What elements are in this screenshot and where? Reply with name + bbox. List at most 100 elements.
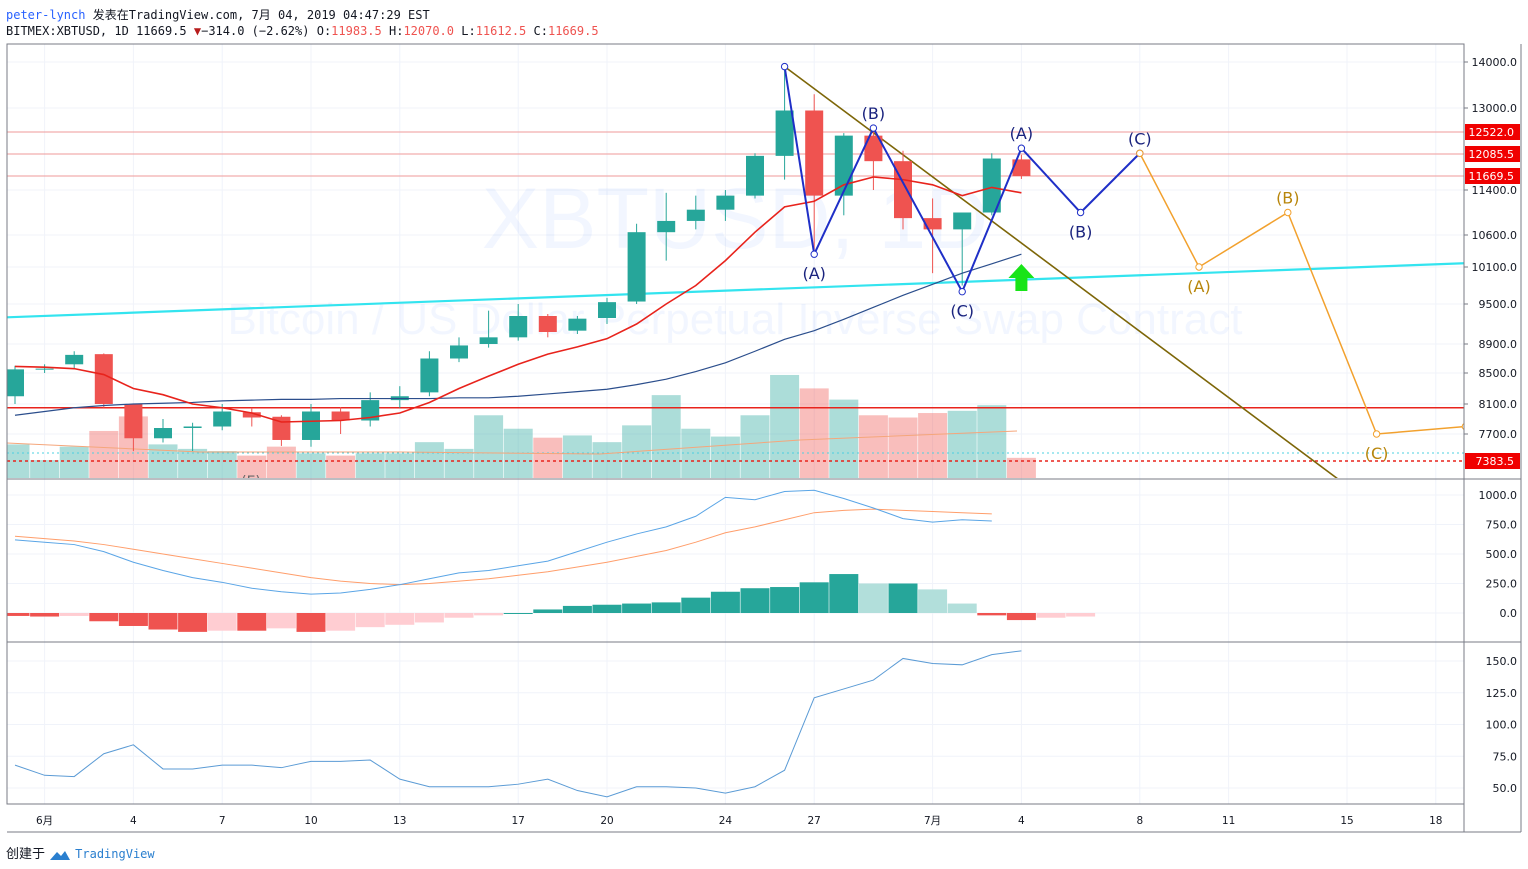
close-label: C: [533,24,548,38]
volume-bar [740,415,770,478]
oscillator-tick-label: 750.0 [1486,519,1518,532]
wave-blue-node [869,124,878,132]
histogram-bar [118,613,148,626]
last-price: 11669.5 [136,24,187,38]
indicator-panel[interactable] [14,650,1022,798]
histogram-bar [444,613,474,618]
wave-blue-node [780,62,789,71]
candle-body [7,369,24,397]
indicator-tick-label: 150.0 [1486,655,1518,668]
histogram-bar [622,603,652,613]
author-name[interactable]: peter-lynch [6,8,86,22]
candle-body [746,155,764,196]
symbol-info: BITMEX:XBTUSD, 1D [6,24,129,38]
histogram-bar [592,604,622,613]
time-tick-label: 11 [1222,815,1235,827]
histogram-bar [7,613,30,616]
candle-body [183,426,202,428]
volume-bar [562,435,592,478]
time-tick-label: 7月 [924,815,941,827]
volume-bar [178,448,208,478]
price-tick-label: 8500.0 [1479,367,1518,380]
candle-body [627,232,646,302]
candle-body [598,302,616,318]
candle-body [331,411,350,421]
candle-body [716,195,735,210]
candle-body [686,209,705,221]
volume-bar [355,453,385,478]
price-tick-label: 13000.0 [1472,102,1518,115]
wave-blue-node [958,287,966,296]
time-tick-label: 15 [1340,815,1353,827]
tradingview-brand[interactable]: TradingView [75,847,155,861]
high-value: 12070.0 [403,24,455,38]
wave-blue-label: (B) [862,104,885,123]
histogram-bar [296,613,326,632]
candle-body [361,400,380,421]
price-tick-label: 11400.0 [1472,184,1518,197]
wave-orange-node [1372,430,1381,438]
price-panel[interactable]: (A) (B) (C) (A) (B) (C) (A) (B) (C) (E) [1,62,1526,500]
volume-bar [651,395,681,478]
candle-body [657,220,676,233]
candle-body [35,368,54,370]
time-tick-label: 17 [512,815,525,827]
volume-bar [444,448,474,478]
volume-bar [977,405,1007,478]
wave-orange-node [1284,208,1292,217]
histogram-bar [207,613,237,631]
histogram-bar [533,609,563,613]
macd-line [14,489,992,595]
candle-body [1012,159,1031,176]
oscillator-panel[interactable] [1,489,1096,632]
histogram-bar [59,613,89,616]
price-axis[interactable]: 7700.0 8100.0 8500.0 8900.0 9500.0 10100.0 106… [1464,56,1520,795]
candle-body [479,337,498,344]
chart-header-line2: BITMEX:XBTUSD, 1D 11669.5 ▼−314.0 (−2.62… [6,24,599,38]
candle-body [953,212,972,230]
histogram-bar [1066,613,1096,617]
wave-orange-label: (B) [1276,189,1299,208]
signal-line [14,508,992,586]
open-value: 11983.5 [331,24,382,38]
histogram-bar [888,583,918,613]
tradingview-logo-icon [50,850,71,860]
histogram-bar [799,582,829,613]
candle-body [302,411,320,440]
price-label: 11669.5 [1469,170,1515,183]
candle-body [242,412,261,418]
candle-body [568,318,587,331]
wave-blue-label: (C) [1128,129,1152,148]
histogram-bar [385,613,415,625]
wave-blue-node [810,250,818,258]
histogram-bar [178,613,208,632]
open-label: O: [316,24,332,38]
ema-fast-line [14,176,1022,423]
candle-body [94,354,113,404]
candle-body [65,354,84,365]
candle-body [923,218,942,230]
candle-body [213,411,232,427]
volume-bar [30,460,60,478]
volume-ma-line [7,430,1018,455]
trendline-cyan [7,262,1464,319]
time-axis[interactable]: 6月 4 7 10 13 17 20 24 27 7月 4 8 11 15 18 [36,815,1442,827]
candle-body [124,404,143,439]
indicator-tick-label: 75.0 [1493,750,1518,763]
close-value: 11669.5 [547,24,599,38]
volume-bar [918,413,948,478]
histogram-bar [30,613,60,617]
volume-bar [1006,457,1036,478]
time-tick-label: 27 [808,815,821,827]
price-label: 12522.0 [1469,126,1515,139]
time-tick-label: 18 [1429,815,1442,827]
footer: 创建于 TradingView [6,843,155,862]
oscillator-tick-label: 250.0 [1486,578,1518,591]
histogram-bar [651,602,681,613]
histogram-bar [858,583,888,613]
histogram-bar [947,603,977,613]
histogram-bar [326,613,356,631]
price-label-box [1465,146,1520,162]
plot-border [6,43,1465,805]
